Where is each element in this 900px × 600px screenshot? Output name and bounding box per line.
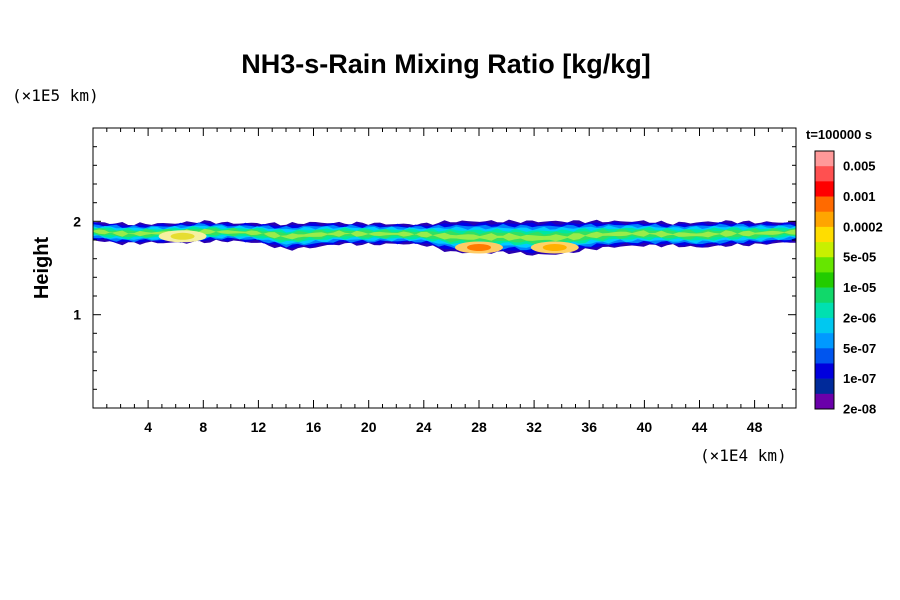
legend-swatch (815, 272, 834, 288)
legend-swatch (815, 211, 834, 228)
plot-frame (92, 127, 797, 409)
legend-swatch (815, 393, 834, 410)
y-axis-label: Height (31, 237, 53, 300)
peak-spot (542, 244, 567, 251)
legend-swatch (815, 378, 834, 395)
legend-label: 1e-05 (843, 280, 876, 295)
time-label: t=100000 s (806, 127, 872, 142)
x-tick-label: 28 (471, 419, 487, 435)
legend-swatch (815, 333, 834, 349)
legend-label: 1e-07 (843, 371, 876, 386)
x-tick-label: 4 (144, 419, 152, 435)
legend-swatch (815, 257, 834, 273)
chart-title: NH3-s-Rain Mixing Ratio [kg/kg] (241, 49, 651, 79)
legend-swatch (815, 302, 834, 319)
y-tick-label: 2 (73, 213, 81, 229)
x-tick-label: 8 (199, 419, 207, 435)
x-tick-label: 24 (416, 419, 432, 435)
legend-label: 2e-08 (843, 402, 876, 417)
legend-swatch (815, 287, 834, 304)
legend-label: 0.0002 (843, 219, 883, 234)
x-tick-label: 36 (581, 419, 597, 435)
legend-swatch (815, 226, 834, 243)
y-tick-label: 1 (73, 307, 81, 323)
x-tick-label: 12 (251, 419, 267, 435)
y-axis-ticks: 12 (73, 146, 796, 390)
x-tick-label: 40 (637, 419, 653, 435)
color-legend: 0.005 0.001 0.0002 5e-05 1e-05 2e-06 5e-07 1e-0… (814, 150, 883, 417)
legend-label: 2e-06 (843, 310, 876, 325)
legend-label: 5e-07 (843, 341, 876, 356)
legend-label: 5e-05 (843, 250, 876, 265)
x-tick-label: 44 (692, 419, 708, 435)
legend-frame (814, 150, 835, 410)
legend-swatch (815, 181, 834, 197)
x-axis-ticks: 4 8 12 16 20 24 28 32 36 40 44 48 (106, 128, 783, 435)
x-axis-unit: (×1E4 km) (700, 446, 787, 465)
legend-label: 0.005 (843, 159, 876, 174)
x-tick-label: 48 (747, 419, 763, 435)
plot-area (92, 127, 797, 409)
band-core (93, 228, 796, 242)
legend-swatch (815, 196, 834, 213)
legend-swatch (815, 151, 834, 167)
x-tick-label: 20 (361, 419, 377, 435)
legend-swatch (815, 166, 834, 182)
legend-label: 0.001 (843, 189, 876, 204)
legend-swatch (815, 348, 834, 364)
legend-swatch (815, 363, 834, 379)
peak-spot (170, 232, 195, 240)
x-tick-label: 32 (526, 419, 542, 435)
legend-swatch (815, 242, 834, 258)
y-axis-unit: (×1E5 km) (12, 86, 99, 105)
x-tick-label: 16 (306, 419, 322, 435)
legend-swatch (815, 317, 834, 334)
peak-spot (467, 244, 491, 251)
